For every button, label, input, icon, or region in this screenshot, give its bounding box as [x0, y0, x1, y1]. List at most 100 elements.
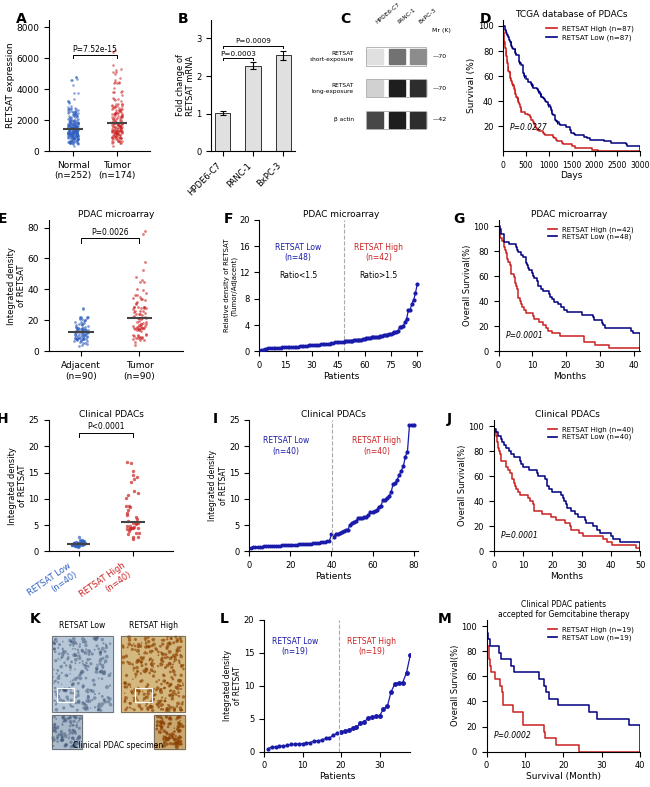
Point — [176, 702, 186, 715]
Point — [174, 674, 184, 687]
Point — [65, 720, 75, 733]
Point — [73, 537, 83, 549]
Point — [127, 531, 138, 544]
Point — [162, 641, 173, 653]
Point — [111, 98, 121, 110]
Point — [177, 660, 187, 673]
Point — [68, 130, 78, 142]
Point — [164, 731, 175, 744]
Point — [68, 116, 79, 129]
Point — [108, 58, 118, 71]
Point — [146, 652, 156, 665]
Point — [68, 678, 79, 690]
Point — [118, 640, 128, 652]
Point — [155, 683, 166, 696]
Point — [177, 697, 187, 710]
Point — [139, 276, 150, 289]
Point — [68, 711, 79, 723]
Point — [164, 636, 175, 648]
Point — [152, 741, 162, 753]
Point — [163, 734, 174, 747]
Point — [58, 695, 68, 708]
Point — [172, 689, 182, 701]
Point — [59, 710, 70, 722]
Point — [64, 112, 75, 124]
Point — [75, 537, 85, 549]
Bar — [246, 65, 261, 151]
Point — [81, 700, 91, 712]
Point — [77, 633, 88, 645]
Point — [70, 643, 81, 656]
Point — [122, 520, 132, 533]
Point — [155, 726, 166, 739]
Bar — [389, 49, 405, 65]
Point — [63, 118, 73, 131]
Point — [107, 108, 117, 120]
Point — [134, 655, 144, 667]
Point — [89, 632, 99, 645]
Point — [140, 257, 151, 269]
Point — [174, 679, 184, 692]
Point — [48, 725, 58, 737]
Point — [66, 121, 76, 134]
Point — [70, 327, 80, 340]
Point — [168, 673, 178, 685]
Point — [77, 318, 88, 331]
Text: RETSAT High
(n=19): RETSAT High (n=19) — [347, 637, 396, 656]
Point — [99, 657, 110, 670]
Point — [138, 322, 149, 334]
Point — [57, 667, 67, 679]
Point — [84, 645, 95, 658]
Point — [166, 671, 177, 684]
Point — [111, 116, 122, 129]
Point — [68, 132, 78, 145]
Point — [68, 126, 79, 139]
Point — [173, 738, 183, 751]
Point — [110, 101, 120, 113]
Point — [136, 656, 146, 669]
Point — [83, 692, 94, 704]
Point — [73, 715, 84, 727]
Point — [101, 655, 111, 667]
Point — [68, 129, 78, 142]
Point — [59, 727, 70, 740]
Text: F: F — [224, 212, 233, 226]
Point — [83, 683, 93, 696]
Legend: RETSAT High (n=40), RETSAT Low (n=40): RETSAT High (n=40), RETSAT Low (n=40) — [545, 423, 637, 443]
Point — [73, 130, 83, 142]
Point — [109, 74, 120, 87]
Point — [73, 322, 83, 334]
Point — [127, 703, 137, 715]
Bar — [121, 636, 185, 712]
Point — [142, 663, 152, 676]
Point — [113, 127, 124, 139]
Point — [69, 109, 79, 121]
Point — [171, 740, 181, 752]
Point — [131, 331, 141, 344]
Point — [127, 310, 138, 323]
Point — [166, 651, 177, 663]
Point — [112, 127, 123, 140]
Point — [112, 76, 122, 89]
Point — [173, 682, 183, 695]
Point — [131, 309, 141, 321]
Text: P=0.0227: P=0.0227 — [510, 124, 548, 132]
Point — [70, 135, 81, 148]
Point — [159, 634, 169, 646]
Point — [140, 224, 151, 237]
Point — [70, 740, 81, 752]
Text: I: I — [213, 412, 217, 426]
Point — [135, 275, 145, 288]
Point — [70, 328, 81, 341]
Point — [113, 119, 124, 131]
Point — [125, 456, 136, 469]
Point — [150, 689, 161, 701]
Point — [74, 313, 85, 326]
Point — [49, 718, 60, 730]
Point — [76, 667, 86, 680]
Point — [156, 717, 166, 730]
Bar — [367, 112, 383, 127]
Point — [72, 124, 83, 137]
Point — [70, 657, 81, 670]
Point — [144, 655, 155, 667]
